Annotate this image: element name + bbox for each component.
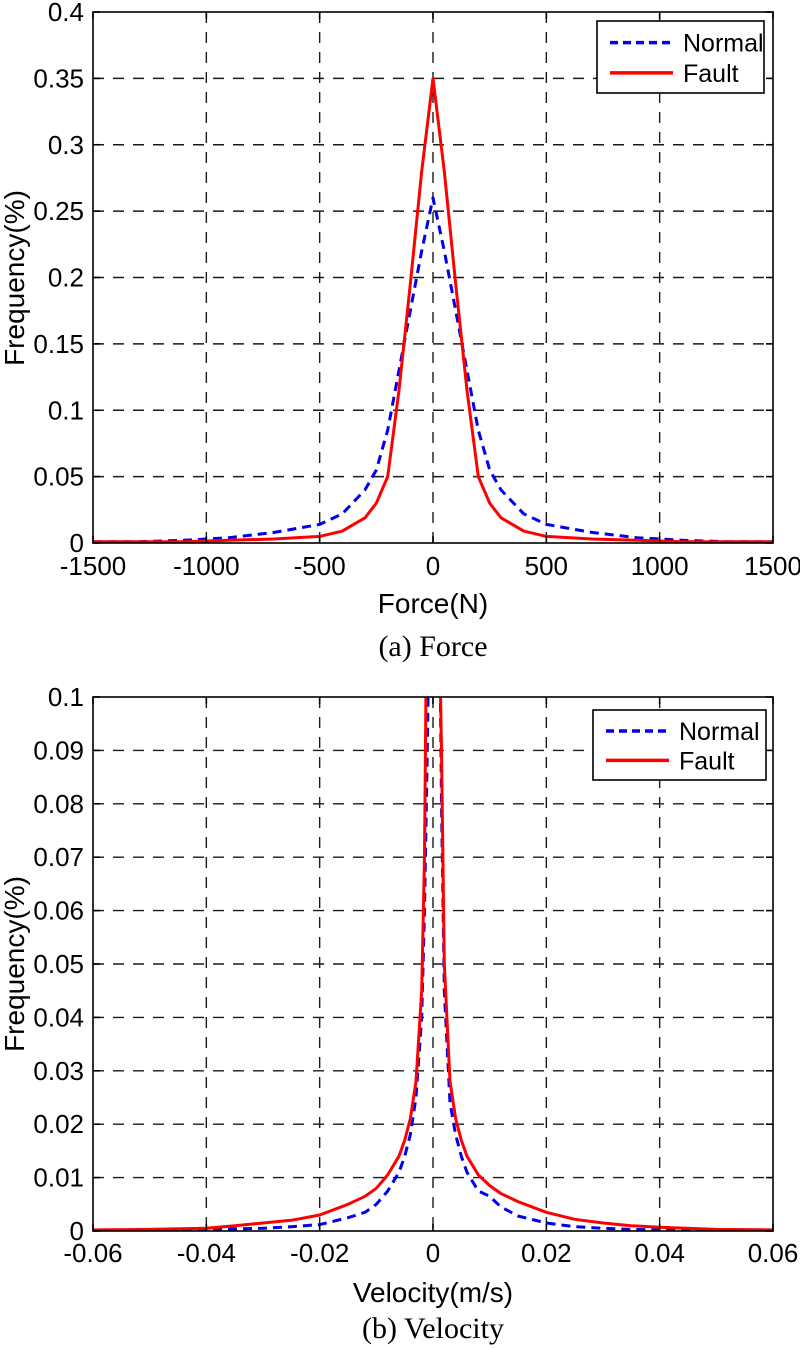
y-tick-label: 0.08 xyxy=(33,789,84,819)
x-tick-label: -1000 xyxy=(173,551,240,581)
x-tick-label: 0.04 xyxy=(634,1238,685,1268)
series-normal-line xyxy=(93,196,773,543)
y-tick-label: 0 xyxy=(70,528,84,558)
legend-label-fault: Fault xyxy=(683,60,739,88)
y-tick-label: 0.06 xyxy=(33,896,84,926)
x-tick-label: -0.06 xyxy=(63,1238,122,1268)
x-tick-label: -0.02 xyxy=(290,1238,349,1268)
y-tick-label: 0.09 xyxy=(33,735,84,765)
x-tick-label: -1500 xyxy=(60,551,127,581)
x-tick-label: 0 xyxy=(426,1238,440,1268)
velocity-y-axis-label: Frequency(%) xyxy=(0,876,30,1052)
force-chart: -1500 -1000 -500 0 500 1000 1500 0 0.05 0.1 0.15 0.… xyxy=(33,0,800,581)
y-tick-label: 0.03 xyxy=(33,1056,84,1086)
series-fault-line xyxy=(93,697,773,1231)
force-y-axis-label: Frequency(%) xyxy=(0,190,30,366)
legend-label-fault: Fault xyxy=(679,747,735,775)
y-tick-label: 0 xyxy=(70,1216,84,1246)
series-fault-line xyxy=(93,76,773,543)
x-tick-label: 1000 xyxy=(631,551,689,581)
caption-force: (a) Force xyxy=(378,630,488,663)
x-tick-label: 0.06 xyxy=(748,1238,799,1268)
y-tick-label: 0.25 xyxy=(33,196,84,226)
y-tick-label: 0.15 xyxy=(33,329,84,359)
x-tick-label: 0 xyxy=(426,551,440,581)
series-group xyxy=(93,697,773,1231)
y-tick-label: 0.01 xyxy=(33,1163,84,1193)
x-tick-label: 500 xyxy=(525,551,568,581)
x-tick-label: -0.04 xyxy=(177,1238,236,1268)
legend-box xyxy=(592,709,767,781)
x-tick-label: -500 xyxy=(294,551,346,581)
caption-velocity: (b) Velocity xyxy=(362,1312,504,1345)
legend-label-normal: Normal xyxy=(679,718,760,746)
y-tick-label: 0.07 xyxy=(33,842,84,872)
x-tick-label: 0.02 xyxy=(521,1238,572,1268)
legend-box xyxy=(596,20,765,94)
y-tick-label: 0.1 xyxy=(48,395,84,425)
y-tick-label: 0.02 xyxy=(33,1109,84,1139)
y-tick-label: 0.05 xyxy=(33,949,84,979)
y-tick-label: 0.05 xyxy=(33,462,84,492)
velocity-x-axis-label: Velocity(m/s) xyxy=(353,1277,513,1308)
force-x-axis-label: Force(N) xyxy=(378,588,488,619)
y-tick-label: 0.04 xyxy=(33,1002,84,1032)
legend-label-normal: Normal xyxy=(683,30,764,58)
y-tick-label: 0.4 xyxy=(48,0,84,27)
y-tick-label: 0.1 xyxy=(48,682,84,712)
series-group xyxy=(93,76,773,543)
y-tick-label: 0.2 xyxy=(48,263,84,293)
series-normal-line xyxy=(93,697,773,1231)
y-tick-label: 0.3 xyxy=(48,130,84,160)
velocity-chart: -0.06 -0.04 -0.02 0 0.02 0.04 0.06 0 0.01 0.02 0.0… xyxy=(33,682,799,1268)
x-tick-label: 1500 xyxy=(744,551,800,581)
y-tick-label: 0.35 xyxy=(33,63,84,93)
